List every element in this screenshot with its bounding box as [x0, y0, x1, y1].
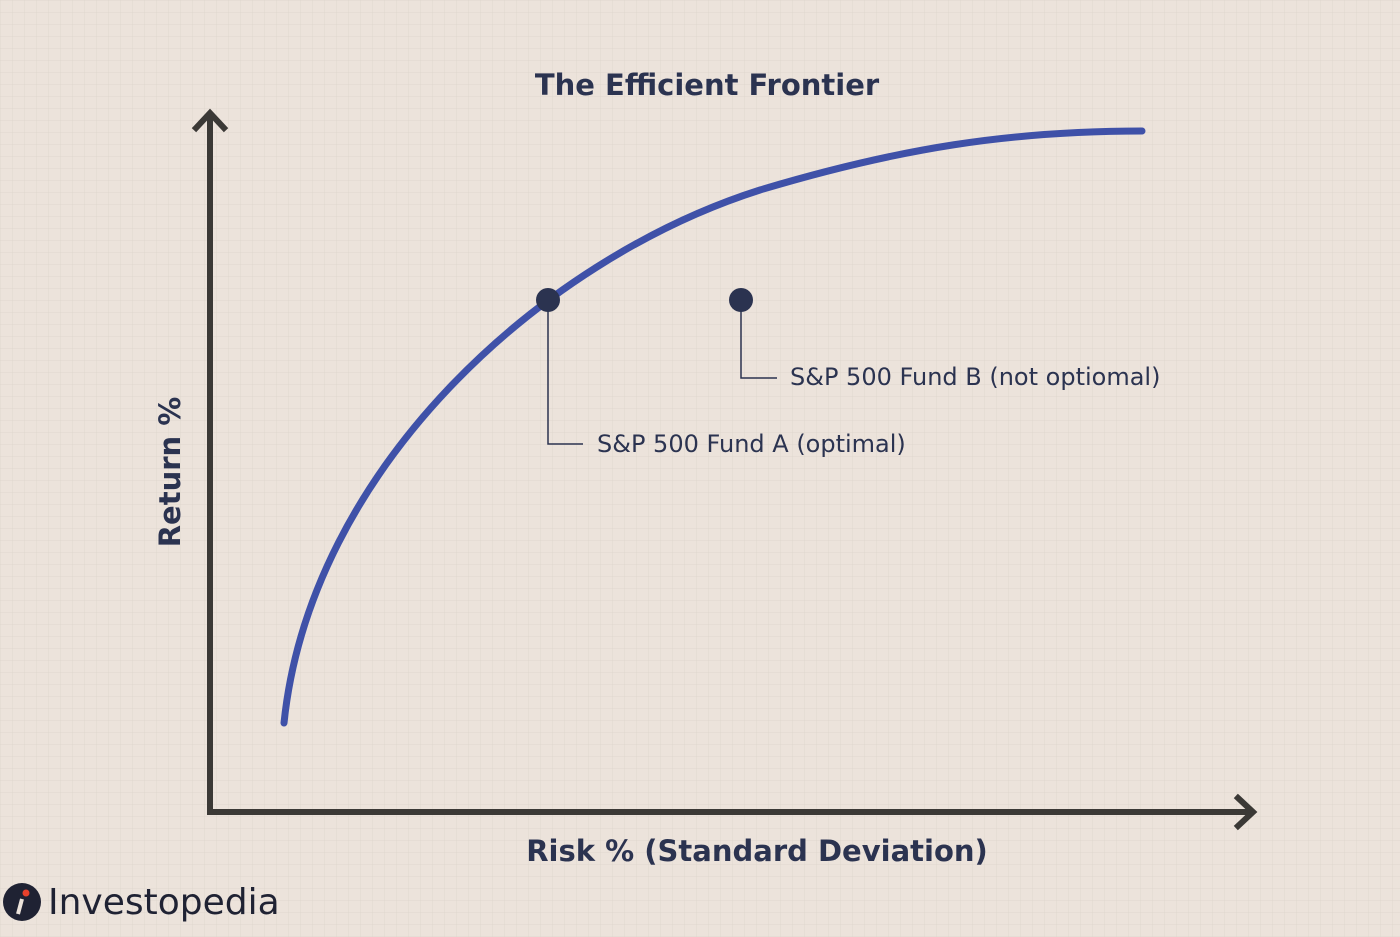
y-axis-label: Return % [153, 397, 187, 548]
axes [191, 108, 1258, 831]
fund-b-dot [729, 288, 753, 312]
x-arrow [1233, 793, 1258, 831]
x-axis-label: Risk % (Standard Deviation) [526, 834, 988, 868]
logo: Investopedia [3, 882, 280, 923]
frontier-curve [280, 127, 1146, 727]
leader-b [740, 300, 777, 379]
leader-a [547, 300, 583, 445]
leader-lines [547, 300, 777, 445]
annotation: S&P 500 Fund B (not optiomal) [790, 363, 1160, 391]
fund-a-dot [536, 288, 560, 312]
brand: Investopedia [48, 882, 280, 923]
logo-stroke [16, 898, 24, 915]
logo-dot [22, 889, 30, 897]
annotation: S&P 500 Fund A (optimal) [597, 430, 906, 458]
y-arrow [191, 108, 229, 133]
chart-title: The Efficient Frontier [535, 68, 880, 102]
axis-lines [207, 113, 1253, 815]
